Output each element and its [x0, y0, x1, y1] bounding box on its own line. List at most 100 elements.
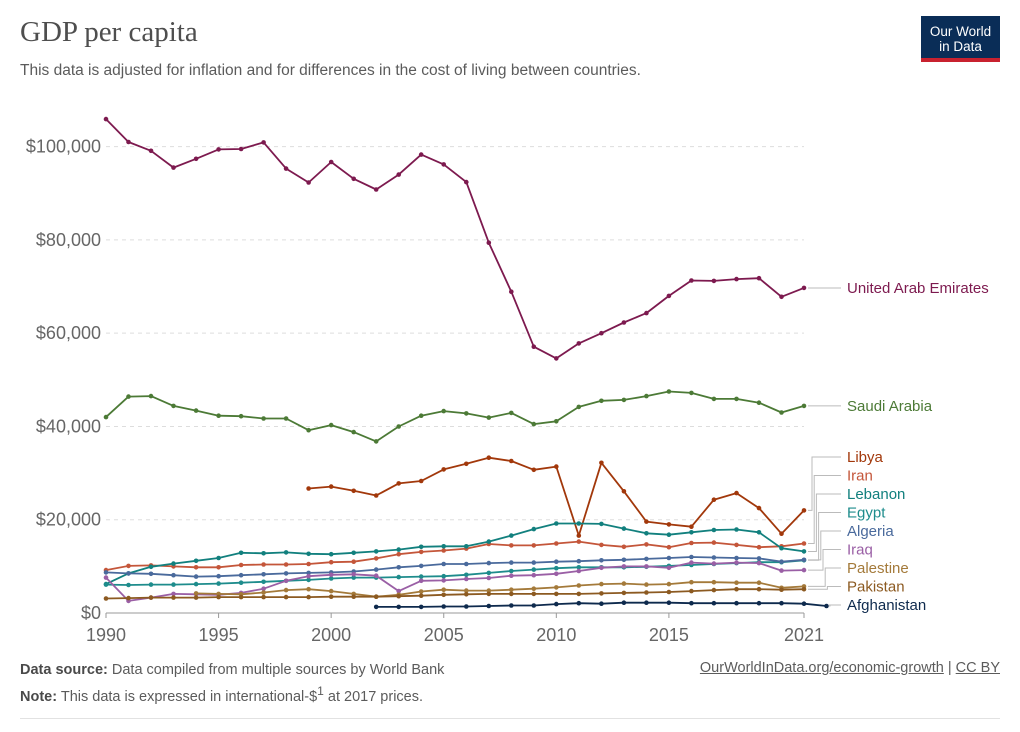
- data-point-libya[interactable]: [756, 505, 762, 511]
- data-point-lebanon[interactable]: [756, 530, 762, 535]
- data-point-pakistan[interactable]: [486, 591, 492, 597]
- data-point-iran[interactable]: [689, 540, 694, 546]
- data-point-egypt[interactable]: [216, 581, 221, 586]
- data-point-united-arab-emirates[interactable]: [779, 294, 784, 300]
- data-point-united-arab-emirates[interactable]: [509, 289, 514, 295]
- data-point-algeria[interactable]: [801, 557, 807, 563]
- data-point-palestine[interactable]: [756, 580, 762, 585]
- data-point-libya[interactable]: [306, 486, 311, 491]
- data-point-united-arab-emirates[interactable]: [148, 148, 154, 154]
- data-point-lebanon[interactable]: [396, 547, 402, 552]
- data-point-palestine[interactable]: [328, 588, 334, 594]
- data-point-iraq[interactable]: [283, 578, 289, 584]
- data-point-pakistan[interactable]: [801, 586, 807, 592]
- data-point-pakistan[interactable]: [418, 593, 424, 598]
- data-point-lebanon[interactable]: [711, 527, 717, 533]
- data-point-saudi-arabia[interactable]: [576, 404, 582, 410]
- data-point-iraq[interactable]: [531, 572, 537, 578]
- data-point-lebanon[interactable]: [193, 558, 199, 564]
- series-line-saudi-arabia[interactable]: [105, 390, 805, 443]
- data-point-united-arab-emirates[interactable]: [238, 146, 244, 152]
- data-point-libya[interactable]: [509, 458, 514, 464]
- data-point-saudi-arabia[interactable]: [148, 393, 154, 399]
- data-point-iraq[interactable]: [486, 575, 492, 581]
- data-point-pakistan[interactable]: [599, 591, 604, 596]
- data-point-pakistan[interactable]: [261, 594, 266, 600]
- data-point-united-arab-emirates[interactable]: [531, 344, 537, 350]
- data-point-pakistan[interactable]: [576, 591, 582, 597]
- data-point-saudi-arabia[interactable]: [689, 390, 694, 396]
- data-point-egypt[interactable]: [328, 576, 334, 581]
- data-point-afghanistan[interactable]: [396, 604, 402, 610]
- data-point-saudi-arabia[interactable]: [441, 408, 447, 414]
- data-point-algeria[interactable]: [554, 559, 559, 564]
- data-point-palestine[interactable]: [261, 590, 266, 595]
- data-point-pakistan[interactable]: [283, 594, 289, 600]
- data-point-palestine[interactable]: [486, 588, 492, 593]
- data-point-saudi-arabia[interactable]: [801, 403, 807, 409]
- data-point-iran[interactable]: [621, 544, 627, 550]
- data-point-palestine[interactable]: [193, 591, 199, 596]
- data-point-united-arab-emirates[interactable]: [621, 320, 627, 325]
- data-point-saudi-arabia[interactable]: [464, 411, 469, 416]
- data-point-palestine[interactable]: [599, 581, 604, 587]
- data-point-saudi-arabia[interactable]: [396, 424, 402, 429]
- data-point-iran[interactable]: [418, 549, 424, 555]
- data-point-lebanon[interactable]: [779, 545, 784, 551]
- data-point-united-arab-emirates[interactable]: [126, 139, 131, 145]
- data-point-pakistan[interactable]: [306, 594, 311, 600]
- data-point-algeria[interactable]: [103, 570, 109, 575]
- data-point-egypt[interactable]: [531, 567, 537, 572]
- data-point-afghanistan[interactable]: [464, 604, 469, 609]
- data-point-afghanistan[interactable]: [576, 600, 582, 606]
- data-point-libya[interactable]: [711, 497, 717, 503]
- data-point-iraq[interactable]: [599, 565, 604, 571]
- data-point-algeria[interactable]: [599, 558, 604, 563]
- license-link[interactable]: CC BY: [955, 660, 1000, 676]
- data-point-iran[interactable]: [216, 565, 221, 570]
- data-point-iran[interactable]: [531, 543, 537, 548]
- data-point-iraq[interactable]: [306, 573, 311, 579]
- data-point-egypt[interactable]: [261, 579, 266, 585]
- data-point-saudi-arabia[interactable]: [666, 389, 672, 394]
- data-point-iran[interactable]: [328, 559, 334, 565]
- data-point-iraq[interactable]: [779, 568, 784, 573]
- data-point-lebanon[interactable]: [509, 533, 514, 538]
- data-point-pakistan[interactable]: [734, 586, 739, 592]
- data-point-pakistan[interactable]: [328, 594, 334, 599]
- data-point-saudi-arabia[interactable]: [193, 408, 199, 413]
- data-point-iran[interactable]: [666, 544, 672, 550]
- data-point-afghanistan[interactable]: [441, 604, 447, 609]
- data-point-algeria[interactable]: [396, 565, 402, 570]
- data-point-pakistan[interactable]: [666, 589, 672, 595]
- data-point-lebanon[interactable]: [283, 550, 289, 555]
- data-point-saudi-arabia[interactable]: [554, 419, 559, 424]
- series-line-united-arab-emirates[interactable]: [105, 118, 805, 360]
- data-point-pakistan[interactable]: [711, 587, 717, 593]
- data-point-lebanon[interactable]: [216, 555, 221, 561]
- data-point-iraq[interactable]: [734, 560, 739, 565]
- data-point-algeria[interactable]: [126, 571, 131, 576]
- data-point-egypt[interactable]: [576, 565, 582, 570]
- data-point-pakistan[interactable]: [171, 595, 176, 600]
- data-point-lebanon[interactable]: [238, 550, 244, 556]
- data-point-iraq[interactable]: [103, 575, 109, 580]
- data-point-iraq[interactable]: [689, 560, 694, 565]
- data-point-iran[interactable]: [373, 556, 379, 561]
- data-point-egypt[interactable]: [351, 575, 357, 580]
- data-point-lebanon[interactable]: [486, 539, 492, 544]
- data-point-egypt[interactable]: [103, 582, 109, 587]
- data-point-algeria[interactable]: [238, 572, 244, 578]
- data-point-saudi-arabia[interactable]: [238, 413, 244, 419]
- data-point-saudi-arabia[interactable]: [103, 414, 109, 420]
- data-point-palestine[interactable]: [441, 587, 447, 592]
- data-point-lebanon[interactable]: [306, 551, 311, 557]
- data-point-iraq[interactable]: [576, 568, 582, 574]
- data-point-united-arab-emirates[interactable]: [171, 165, 176, 170]
- data-point-algeria[interactable]: [756, 556, 762, 561]
- data-point-iran[interactable]: [306, 561, 311, 567]
- data-point-libya[interactable]: [621, 489, 627, 494]
- data-point-afghanistan[interactable]: [599, 601, 604, 606]
- data-point-lebanon[interactable]: [666, 532, 672, 537]
- data-point-palestine[interactable]: [576, 583, 582, 588]
